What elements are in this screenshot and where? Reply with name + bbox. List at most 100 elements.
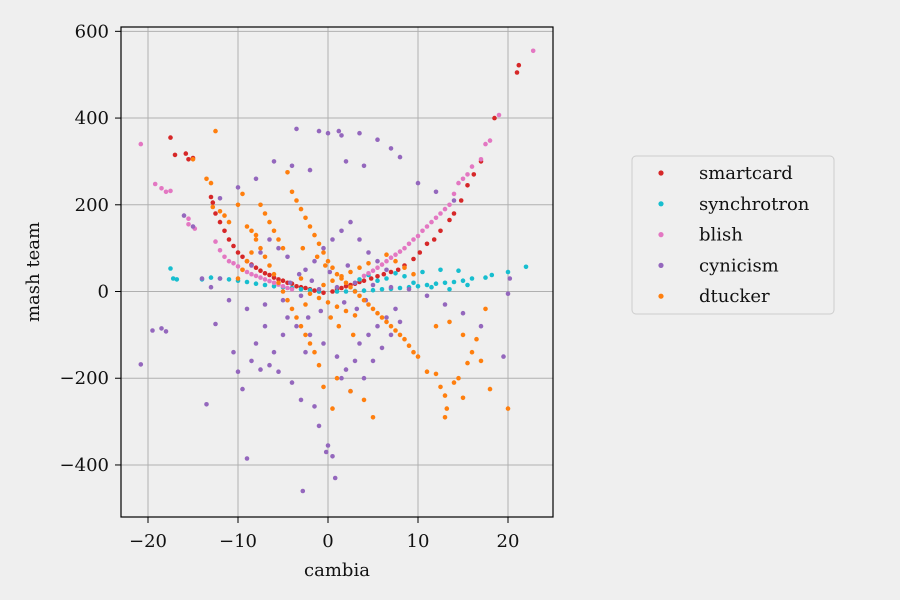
data-point (447, 202, 452, 208)
data-point (298, 323, 304, 329)
data-point (244, 224, 250, 229)
data-point (267, 362, 272, 368)
data-point (393, 306, 398, 312)
data-point (411, 349, 416, 355)
series-synchrotron (168, 264, 529, 294)
data-point (280, 245, 286, 251)
data-point (438, 228, 443, 234)
data-point (415, 284, 421, 289)
data-point (316, 287, 322, 292)
data-point (163, 189, 169, 195)
data-point (294, 126, 299, 132)
data-point (366, 271, 371, 276)
y-tick-label: −200 (60, 368, 109, 389)
data-point (298, 206, 304, 212)
data-point (321, 384, 326, 390)
data-point (361, 273, 367, 279)
data-point (433, 323, 439, 329)
data-point (460, 176, 466, 182)
data-point (181, 213, 187, 218)
data-point (235, 264, 241, 269)
data-point (505, 406, 511, 411)
legend-label: synchrotron (699, 194, 810, 215)
series-dtucker (190, 128, 511, 420)
data-point (388, 255, 394, 260)
data-point (222, 228, 227, 234)
data-point (370, 268, 376, 274)
data-point (328, 315, 334, 320)
data-point (424, 224, 430, 229)
data-point (447, 217, 452, 223)
data-point (168, 188, 173, 194)
data-point (231, 261, 236, 266)
data-point (267, 237, 272, 242)
data-point (312, 349, 317, 355)
data-point (334, 284, 340, 290)
data-point (321, 341, 326, 346)
data-point (334, 375, 340, 381)
data-point (474, 336, 479, 342)
data-point (321, 282, 326, 288)
data-point (348, 269, 353, 275)
data-point (348, 284, 353, 290)
data-point (336, 128, 342, 134)
data-point (303, 302, 308, 307)
data-point (271, 284, 277, 289)
data-point (325, 300, 331, 305)
data-point (303, 332, 308, 338)
data-point (334, 304, 340, 310)
data-point (429, 219, 434, 225)
data-point (345, 263, 351, 268)
data-point (384, 319, 389, 325)
data-point (267, 272, 272, 278)
data-point (366, 250, 371, 255)
data-point (393, 328, 398, 333)
data-point (276, 277, 281, 282)
data-point (397, 319, 403, 325)
data-point (235, 250, 241, 255)
data-point (393, 271, 398, 276)
data-point (294, 198, 299, 203)
x-tick-label: 10 (407, 531, 430, 552)
data-point (152, 181, 158, 187)
data-point (217, 209, 223, 214)
data-point (226, 219, 232, 225)
data-point (285, 254, 290, 260)
data-point (447, 319, 452, 325)
data-point (280, 297, 286, 303)
data-point (307, 291, 313, 297)
data-point (424, 293, 430, 299)
data-point (276, 237, 281, 242)
data-point (186, 157, 191, 162)
data-point (438, 267, 443, 273)
data-point (415, 354, 421, 359)
data-point (397, 249, 403, 254)
data-point (285, 170, 290, 175)
data-point (222, 213, 227, 218)
data-point (258, 367, 263, 372)
data-point (348, 219, 353, 225)
data-point (357, 293, 362, 299)
data-point (361, 163, 367, 169)
data-point (375, 310, 380, 316)
legend-label: smartcard (699, 163, 793, 184)
data-point (316, 362, 322, 368)
data-point (258, 250, 263, 255)
data-point (307, 167, 313, 173)
data-point (393, 252, 398, 257)
y-tick-label: 0 (98, 282, 109, 303)
data-point (208, 275, 214, 280)
data-point (332, 475, 338, 481)
data-point (397, 154, 403, 160)
data-point (271, 275, 277, 280)
data-point (357, 277, 362, 282)
data-point (323, 263, 328, 268)
data-point (262, 211, 268, 216)
data-point (289, 306, 295, 312)
data-point (469, 164, 475, 169)
data-point (350, 332, 356, 338)
data-point (379, 262, 385, 267)
data-point (505, 291, 511, 297)
data-point (451, 380, 457, 385)
